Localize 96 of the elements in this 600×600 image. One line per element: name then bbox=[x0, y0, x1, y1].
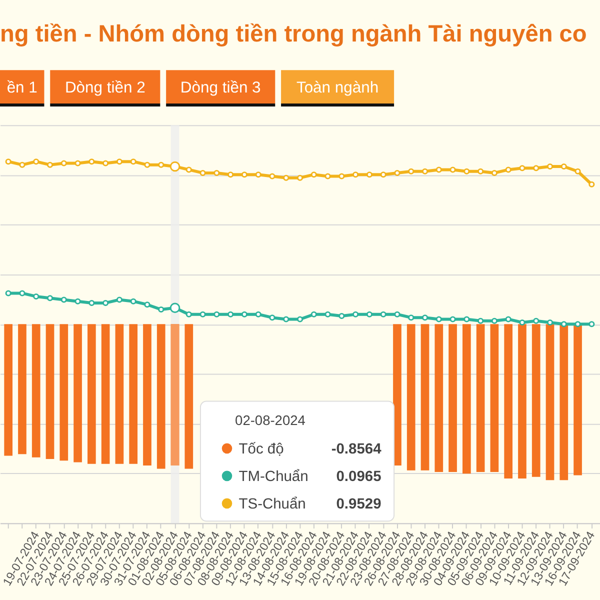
point bbox=[478, 318, 484, 324]
point bbox=[546, 319, 554, 326]
point bbox=[519, 165, 526, 172]
point bbox=[450, 166, 456, 173]
point bbox=[255, 172, 262, 178]
point bbox=[310, 172, 317, 178]
point bbox=[338, 312, 345, 320]
point bbox=[324, 173, 331, 180]
point bbox=[324, 311, 331, 318]
point bbox=[588, 181, 595, 188]
point bbox=[60, 296, 67, 303]
point bbox=[214, 311, 220, 318]
point bbox=[144, 302, 150, 308]
point bbox=[144, 162, 150, 168]
point bbox=[130, 298, 136, 304]
point bbox=[158, 162, 164, 168]
point bbox=[366, 172, 372, 178]
point bbox=[46, 162, 54, 168]
point bbox=[491, 170, 498, 176]
point bbox=[116, 296, 122, 303]
point bbox=[19, 162, 26, 168]
point bbox=[74, 160, 81, 166]
point bbox=[158, 306, 164, 313]
point bbox=[283, 316, 290, 322]
chart-title: ng tiền - Nhóm dòng tiền trong ngành Tài nguyên co bbox=[0, 20, 587, 47]
point bbox=[436, 166, 442, 173]
point bbox=[5, 290, 12, 296]
point bbox=[269, 173, 276, 180]
point bbox=[269, 314, 276, 321]
point bbox=[5, 158, 12, 165]
point bbox=[546, 163, 554, 170]
text: 0.9529 bbox=[336, 496, 382, 512]
annotation: 0.0965 bbox=[336, 468, 382, 485]
point bbox=[19, 290, 26, 296]
legend-label: Tốc độ bbox=[238, 441, 284, 458]
point bbox=[200, 311, 206, 318]
text: Dòng tiền 3 bbox=[180, 80, 262, 97]
point bbox=[394, 311, 400, 318]
point bbox=[519, 319, 526, 326]
point bbox=[241, 311, 248, 318]
legend-label: TS-Chuẩn bbox=[238, 496, 306, 512]
annotation: -0.8564 bbox=[331, 441, 382, 458]
point bbox=[560, 321, 567, 328]
point bbox=[296, 174, 304, 181]
text: Toàn ngành bbox=[296, 80, 379, 97]
point bbox=[102, 300, 109, 306]
point bbox=[366, 311, 372, 318]
point bbox=[505, 316, 512, 322]
point bbox=[338, 173, 345, 180]
point bbox=[186, 166, 192, 173]
point bbox=[560, 163, 567, 170]
point bbox=[491, 318, 498, 324]
point bbox=[408, 168, 414, 174]
point bbox=[60, 160, 67, 166]
point bbox=[102, 160, 109, 166]
point bbox=[283, 174, 290, 181]
point bbox=[574, 321, 581, 328]
point bbox=[464, 168, 470, 174]
point bbox=[408, 314, 414, 321]
point bbox=[464, 316, 470, 322]
point bbox=[88, 158, 95, 165]
point bbox=[533, 318, 540, 324]
point bbox=[394, 170, 400, 176]
point bbox=[380, 172, 386, 178]
annotation: 02-08-2024 bbox=[235, 412, 306, 428]
point bbox=[200, 170, 206, 176]
text: Dòng tiền 2 bbox=[64, 80, 146, 97]
point bbox=[116, 158, 122, 165]
point bbox=[88, 300, 95, 306]
point bbox=[255, 311, 262, 318]
point bbox=[228, 172, 234, 178]
point bbox=[422, 314, 428, 321]
point bbox=[33, 158, 40, 165]
legend-label: TM-Chuẩn bbox=[238, 468, 308, 485]
point bbox=[588, 321, 595, 328]
point bbox=[241, 172, 248, 178]
point bbox=[422, 168, 428, 174]
point bbox=[505, 166, 512, 173]
point bbox=[214, 170, 220, 176]
point bbox=[478, 168, 484, 174]
point bbox=[450, 316, 456, 322]
text: ền 1 bbox=[6, 80, 38, 97]
point bbox=[296, 316, 304, 322]
point bbox=[380, 311, 386, 318]
point bbox=[33, 293, 40, 300]
point bbox=[228, 311, 234, 318]
point bbox=[533, 165, 540, 172]
point bbox=[352, 311, 359, 318]
point bbox=[130, 158, 136, 165]
point bbox=[186, 311, 192, 318]
point bbox=[352, 172, 359, 178]
point bbox=[310, 311, 317, 318]
point bbox=[574, 168, 581, 174]
point bbox=[436, 316, 442, 322]
point bbox=[74, 298, 81, 304]
point bbox=[46, 295, 54, 302]
